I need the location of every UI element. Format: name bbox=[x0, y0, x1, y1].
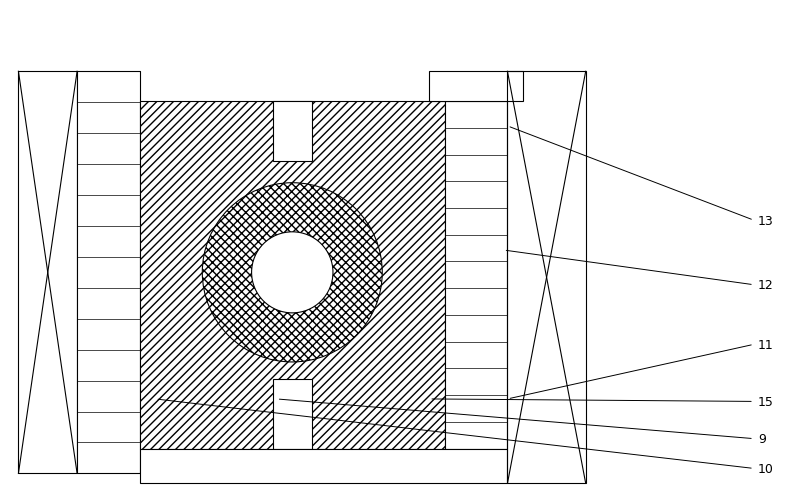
Bar bbox=[507, 72, 585, 483]
Text: 13: 13 bbox=[758, 214, 774, 227]
Bar bbox=[273, 102, 312, 161]
Text: 9: 9 bbox=[758, 432, 766, 445]
Bar bbox=[445, 102, 507, 449]
Bar bbox=[77, 72, 139, 473]
Text: 12: 12 bbox=[758, 279, 774, 292]
Text: 10: 10 bbox=[758, 462, 774, 475]
Bar bbox=[273, 379, 312, 449]
Ellipse shape bbox=[251, 232, 333, 313]
Bar bbox=[18, 72, 77, 473]
Bar bbox=[139, 102, 445, 449]
Text: 11: 11 bbox=[758, 338, 774, 351]
Ellipse shape bbox=[203, 183, 382, 362]
Bar bbox=[139, 449, 507, 483]
Bar bbox=[429, 72, 523, 102]
Text: 15: 15 bbox=[758, 395, 774, 408]
